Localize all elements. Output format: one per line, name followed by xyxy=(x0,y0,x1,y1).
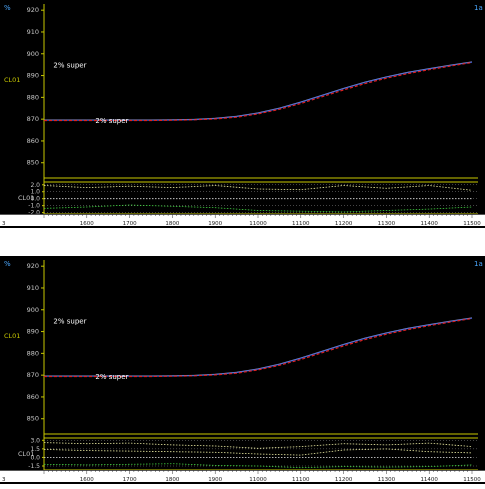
main-ytick-label: 890 xyxy=(27,328,39,336)
x-tick-label: 1800 xyxy=(165,477,179,483)
x-tick-label: 11300 xyxy=(378,221,396,227)
main-ytick-label: 920 xyxy=(27,6,39,14)
measured-series-line xyxy=(44,317,473,378)
main-ytick-label: 880 xyxy=(27,349,39,357)
plot-background xyxy=(0,0,485,228)
x-tick-label: 1700 xyxy=(123,477,137,483)
sub-ytick-label: 0.0 xyxy=(30,454,40,461)
sub-ytick-label: 3.0 xyxy=(30,437,40,444)
x-tick-label: 1900 xyxy=(208,477,222,483)
channel-label-main: CL01 xyxy=(4,332,20,340)
x-tick-label: 1600 xyxy=(80,477,94,483)
main-ytick-label: 880 xyxy=(27,93,39,101)
upper_band-series-line xyxy=(43,185,473,191)
main-ytick-label: 890 xyxy=(27,72,39,80)
x-tick-label: 11200 xyxy=(335,477,353,483)
sub-ytick-label: 1.5 xyxy=(30,446,40,453)
channel-label-sub: CL01 xyxy=(18,194,34,202)
x-tick-label: 1800 xyxy=(165,221,179,227)
x-axis-strip xyxy=(0,470,485,482)
x-tick-label: 11100 xyxy=(292,221,310,227)
main-ytick-label: 910 xyxy=(27,284,39,292)
sub-ytick-label: -1.0 xyxy=(28,203,40,210)
x-tick-label: 11000 xyxy=(249,477,267,483)
x-tick-label: 11300 xyxy=(378,477,396,483)
x-tick-label: 11100 xyxy=(292,477,310,483)
x-tick-label: 11500 xyxy=(463,221,481,227)
lower_band-series-line xyxy=(43,463,473,469)
measured-series-line xyxy=(44,61,473,122)
reference-highlight-line xyxy=(44,317,473,376)
upper_band-series-line xyxy=(43,448,473,456)
x-axis-strip xyxy=(0,214,485,226)
chart-panel-top: % 1a CL01 CL01 920 910 900 890 880 870 860 850 2.0 1.… xyxy=(0,0,485,228)
lower_band-series-line xyxy=(43,204,473,213)
plot-background xyxy=(0,256,485,484)
chart-svg-top: % 1a CL01 CL01 920 910 900 890 880 870 860 850 2.01.… xyxy=(0,0,485,228)
main-ytick-label: 870 xyxy=(27,371,39,379)
main-ytick-label: 910 xyxy=(27,28,39,36)
reference-highlight-line xyxy=(44,61,473,120)
x-axis-start-label: 3 xyxy=(2,477,6,483)
series-annotation: 2% super xyxy=(95,373,128,381)
x-tick-label: 11500 xyxy=(463,477,481,483)
chart-svg-bottom: % 1a CL01 CL01 920 910 900 890 880 870 860 850 3.0 1.… xyxy=(0,256,485,484)
main-ytick-label: 920 xyxy=(27,262,39,270)
x-tick-label: 1700 xyxy=(123,221,137,227)
x-tick-label: 1900 xyxy=(208,221,222,227)
main-ytick-label: 870 xyxy=(27,115,39,123)
channel-label-main: CL01 xyxy=(4,76,20,84)
series-annotation: 2% super xyxy=(95,117,128,125)
main-ytick-label: 850 xyxy=(27,159,39,167)
main-ytick-label: 860 xyxy=(27,393,39,401)
series-annotation: 2% super xyxy=(53,318,86,326)
x-axis-start-label: 3 xyxy=(2,221,6,227)
series-annotation: 2% super xyxy=(53,62,86,70)
main-ytick-label: 850 xyxy=(27,415,39,423)
x-tick-label: 11400 xyxy=(420,221,438,227)
main-ytick-label: 860 xyxy=(27,137,39,145)
channel-label-sub: CL01 xyxy=(18,450,34,458)
main-ytick-label: 900 xyxy=(27,50,39,58)
upper_band-series-line xyxy=(43,442,473,449)
sub-ytick-label: -1.5 xyxy=(28,463,40,470)
x-tick-label: 11200 xyxy=(335,221,353,227)
top-right-marker: 1a xyxy=(474,4,483,12)
chart-panel-bottom: % 1a CL01 CL01 920 910 900 890 880 870 860 850 3.0 1.… xyxy=(0,256,485,484)
x-tick-label: 11400 xyxy=(420,477,438,483)
sub-ytick-label: 2.0 xyxy=(30,182,40,189)
sub-ytick-label: -2.0 xyxy=(28,210,40,217)
main-ytick-label: 900 xyxy=(27,306,39,314)
x-tick-label: 11000 xyxy=(249,221,267,227)
top-left-marker: % xyxy=(4,260,11,268)
sub-ytick-label: 1.0 xyxy=(30,189,40,196)
top-right-marker: 1a xyxy=(474,260,483,268)
top-left-marker: % xyxy=(4,4,11,12)
x-tick-label: 1600 xyxy=(80,221,94,227)
sub-ytick-label: 0.0 xyxy=(30,196,40,203)
